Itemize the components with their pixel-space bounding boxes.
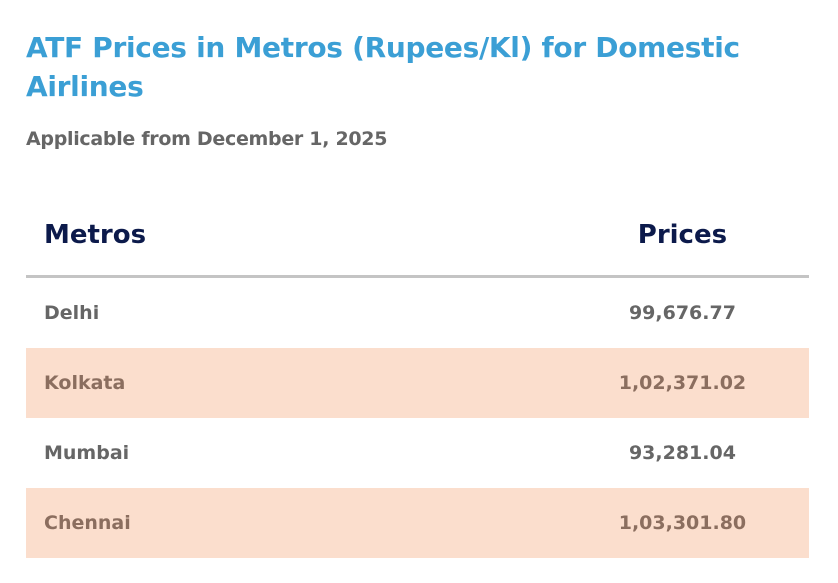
table-row: Mumbai 93,281.04 — [26, 418, 809, 488]
column-header-metros: Metros — [26, 195, 176, 278]
metro-cell: Chennai — [26, 488, 176, 558]
price-cell: 99,676.77 — [628, 302, 736, 324]
prices-table: Metros Prices Delhi 99,676.77 Kolkata 1,… — [26, 195, 809, 558]
metro-cell: Kolkata — [26, 348, 176, 418]
table-header-row: Metros Prices — [26, 195, 809, 278]
price-cell: 1,03,301.80 — [175, 488, 809, 558]
metro-cell: Delhi — [44, 302, 100, 324]
metro-cell: Mumbai — [44, 442, 130, 464]
column-header-prices: Prices — [175, 195, 809, 278]
page-title: ATF Prices in Metros (Rupees/Kl) for Dom… — [26, 31, 740, 103]
table-row: Delhi 99,676.77 — [26, 277, 809, 349]
table-row: Kolkata 1,02,371.02 — [26, 348, 809, 418]
table-row: Chennai 1,03,301.80 — [26, 488, 809, 558]
price-cell: 93,281.04 — [628, 442, 736, 464]
price-cell: 1,02,371.02 — [175, 348, 809, 418]
subtitle: Applicable from December 1, 2025 — [26, 128, 388, 150]
